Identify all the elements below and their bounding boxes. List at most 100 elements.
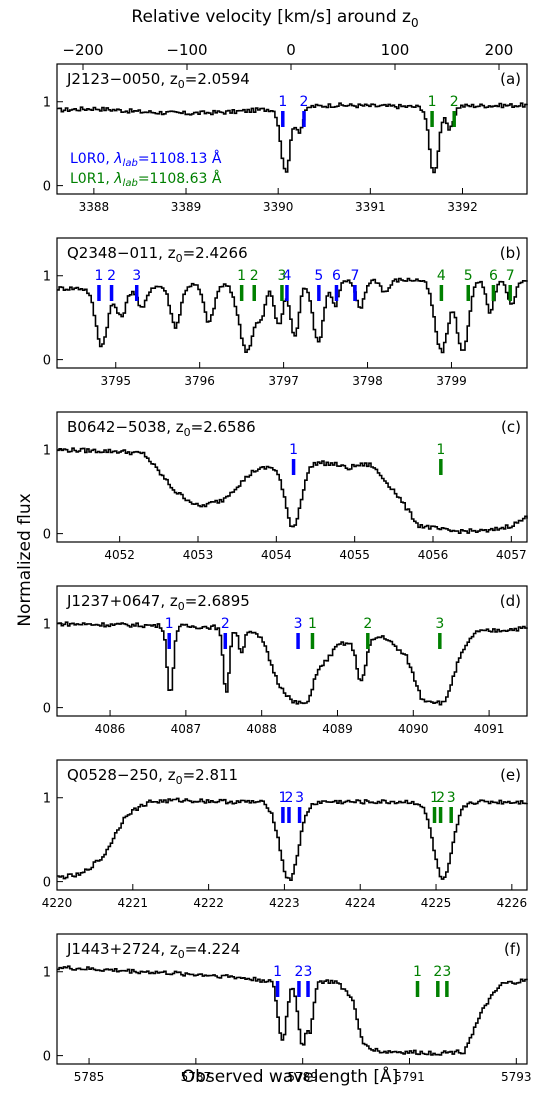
top-tick-label: 100 xyxy=(381,41,410,59)
panel-title: Q0528−250, z0=2.811 xyxy=(67,766,238,787)
l0r0-marker-label: 3 xyxy=(132,268,141,284)
spectrum-line xyxy=(57,447,528,534)
y-tick-label: 0 xyxy=(43,180,51,195)
y-tick-label: 0 xyxy=(43,876,51,891)
x-tick-label: 4225 xyxy=(421,896,452,910)
l0r1-marker-label: 1 xyxy=(436,442,445,458)
y-tick-label: 0 xyxy=(43,528,51,543)
l0r0-marker-label: 1 xyxy=(165,616,174,632)
l0r1-marker-label: 7 xyxy=(506,268,515,284)
x-tick-label: 3796 xyxy=(184,374,215,388)
l0r0-marker-label: 1 xyxy=(278,94,287,110)
spectrum-line xyxy=(57,965,528,1056)
spectrum-line xyxy=(57,277,528,354)
panel-title: Q2348−011, z0=2.4266 xyxy=(67,244,248,265)
x-tick-label: 5789 xyxy=(287,1070,318,1084)
panel-title-sub: 0 xyxy=(178,948,185,961)
panel-title-sub: 0 xyxy=(178,78,185,91)
l0r0-marker-label: 2 xyxy=(221,616,230,632)
y-tick-label: 1 xyxy=(43,444,51,459)
panel-title-qso: J1443+2724, z xyxy=(66,940,178,958)
l0r1-marker-label: 1 xyxy=(430,790,439,806)
x-tick-label: 5785 xyxy=(74,1070,105,1084)
y-axis-label: Normalized flux xyxy=(15,493,35,626)
panel-title: J1237+0647, z0=2.6895 xyxy=(66,592,250,613)
panel-label: (b) xyxy=(500,244,521,262)
panel-label: (e) xyxy=(500,766,521,784)
panel-label: (f) xyxy=(504,940,521,958)
l0r1-marker-label: 5 xyxy=(464,268,473,284)
legend-l0r1: L0R1, λlab=1108.63 Å xyxy=(70,170,222,189)
x-tick-label: 3799 xyxy=(436,374,467,388)
x-tick-label: 4056 xyxy=(418,548,449,562)
x-axis-label: Observed wavelength [Å] xyxy=(182,1065,399,1087)
l0r0-marker-label: 2 xyxy=(285,790,294,806)
top-axis-label: Relative velocity [km/s] around z0 xyxy=(131,7,418,30)
panel-title-z0: =2.811 xyxy=(183,766,239,784)
l0r0-marker-label: 1 xyxy=(273,964,282,980)
l0r0-marker-label: 2 xyxy=(294,964,303,980)
x-tick-label: 4054 xyxy=(261,548,292,562)
x-tick-label: 3797 xyxy=(268,374,299,388)
x-tick-label: 3388 xyxy=(79,200,110,214)
panel-title-qso: B0642−5038, z xyxy=(67,418,184,436)
legend-l0r0: L0R0, λlab=1108.13 Å xyxy=(70,150,222,169)
spectrum-line xyxy=(57,797,528,881)
panel-title-qso: J2123−0050, z xyxy=(66,70,178,88)
l0r1-marker-label: 2 xyxy=(450,94,459,110)
y-tick-label: 1 xyxy=(43,270,51,285)
panel-label: (d) xyxy=(500,592,521,610)
x-tick-label: 4220 xyxy=(42,896,73,910)
y-tick-label: 1 xyxy=(43,618,51,633)
panel-frame xyxy=(56,759,528,891)
panel-frame xyxy=(56,63,528,195)
l0r0-marker-label: 7 xyxy=(350,268,359,284)
l0r0-marker-label: 1 xyxy=(289,442,298,458)
panel-title-z0: =4.224 xyxy=(185,940,241,958)
x-tick-label: 4223 xyxy=(269,896,300,910)
panel-title: B0642−5038, z0=2.6586 xyxy=(67,418,256,439)
x-tick-label: 4090 xyxy=(398,722,429,736)
x-tick-label: 4087 xyxy=(171,722,202,736)
x-tick-label: 4057 xyxy=(496,548,527,562)
panel-title-sub: 0 xyxy=(176,252,183,265)
panel-title-sub: 0 xyxy=(176,774,183,787)
l0r0-marker-label: 5 xyxy=(314,268,323,284)
l0r1-marker-label: 2 xyxy=(436,790,445,806)
panel-label: (c) xyxy=(501,418,521,436)
x-tick-label: 4226 xyxy=(497,896,528,910)
y-tick-label: 1 xyxy=(43,966,51,981)
l0r1-marker-label: 1 xyxy=(308,616,317,632)
l0r1-marker-label: 2 xyxy=(250,268,259,284)
x-tick-label: 4086 xyxy=(95,722,126,736)
l0r0-marker-label: 3 xyxy=(294,616,303,632)
x-tick-label: 4088 xyxy=(246,722,277,736)
x-tick-label: 4089 xyxy=(322,722,353,736)
panel-title-z0: =2.4266 xyxy=(183,244,248,262)
l0r1-marker-label: 2 xyxy=(363,616,372,632)
l0r1-marker-label: 3 xyxy=(277,268,286,284)
x-tick-label: 3798 xyxy=(352,374,383,388)
l0r1-marker-label: 6 xyxy=(489,268,498,284)
x-tick-label: 5787 xyxy=(181,1070,212,1084)
x-tick-label: 3390 xyxy=(263,200,294,214)
x-tick-label: 4221 xyxy=(118,896,149,910)
l0r0-marker-label: 2 xyxy=(300,94,309,110)
top-tick-label: −100 xyxy=(166,41,207,59)
x-tick-label: 3392 xyxy=(447,200,478,214)
top-tick-label: −200 xyxy=(62,41,103,59)
l0r1-marker-label: 1 xyxy=(428,94,437,110)
l0r1-marker-label: 3 xyxy=(447,790,456,806)
panel-c: 4052 4053 4054 4055 4056 4057 0 1 1 1 B0642−5038, … xyxy=(43,411,528,562)
y-tick-label: 0 xyxy=(43,354,51,369)
x-tick-label: 3391 xyxy=(355,200,386,214)
x-tick-label: 3795 xyxy=(100,374,131,388)
panel-title: J2123−0050, z0=2.0594 xyxy=(66,70,250,91)
l0r0-marker-label: 2 xyxy=(107,268,116,284)
x-tick-label: 4052 xyxy=(104,548,135,562)
